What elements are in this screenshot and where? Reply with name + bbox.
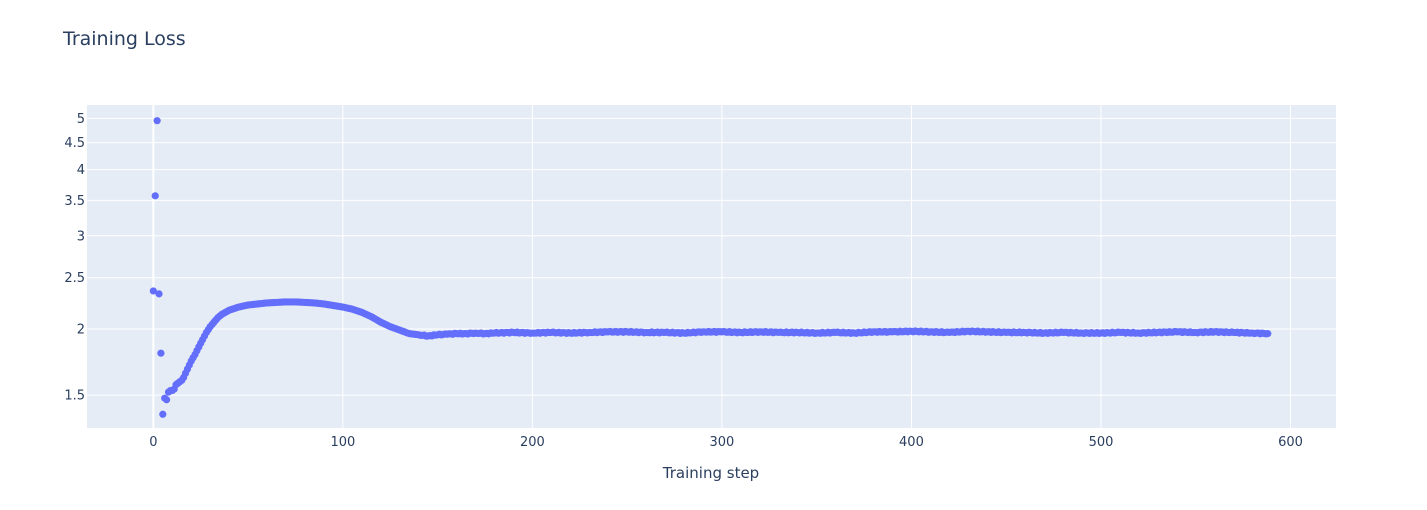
- y-tick-label: 3: [77, 229, 85, 244]
- data-points: [149, 117, 1272, 418]
- data-point: [153, 117, 161, 125]
- chart-title: Training Loss: [62, 28, 186, 50]
- data-point: [151, 192, 159, 200]
- data-point: [149, 287, 157, 295]
- y-tick-label: 2: [77, 322, 85, 337]
- x-tick-labels: 0 100 200 300 400 500 600: [149, 435, 1303, 450]
- x-tick-label: 500: [1089, 435, 1114, 450]
- x-tick-label: 200: [520, 435, 545, 450]
- y-tick-label: 5: [77, 112, 85, 127]
- y-tick-label: 3.5: [64, 194, 85, 209]
- x-axis-title: Training step: [662, 464, 759, 482]
- y-tick-label: 4: [77, 163, 85, 178]
- x-tick-label: 600: [1278, 435, 1303, 450]
- data-point: [157, 349, 165, 357]
- y-tick-label: 4.5: [64, 136, 85, 151]
- y-tick-labels: 1.5 2 2.5 3 3.5 4 4.5 5: [64, 112, 85, 404]
- data-point: [163, 396, 171, 404]
- plot-area: [87, 105, 1336, 428]
- x-tick-label: 100: [330, 435, 355, 450]
- y-tick-label: 2.5: [64, 271, 85, 286]
- x-tick-label: 300: [710, 435, 735, 450]
- data-point: [1264, 330, 1272, 338]
- x-tick-label: 400: [899, 435, 924, 450]
- data-point: [159, 410, 167, 418]
- x-tick-label: 0: [149, 435, 157, 450]
- y-tick-label: 1.5: [64, 389, 85, 404]
- x-gridlines: [152, 105, 1292, 428]
- data-point: [155, 290, 163, 298]
